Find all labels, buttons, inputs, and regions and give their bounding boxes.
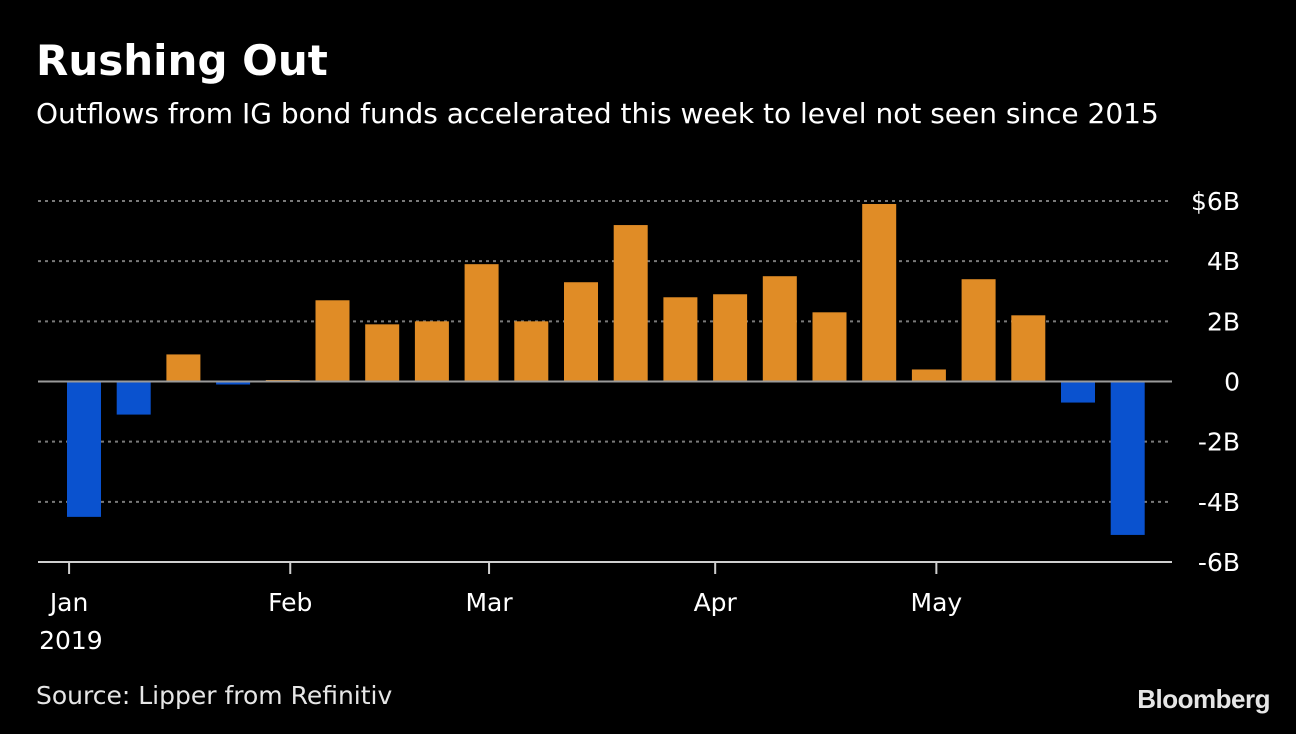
bar-inflow: [911, 369, 946, 382]
y-tick-label: $6B: [1191, 187, 1240, 216]
bar-outflow: [67, 381, 101, 517]
bar-inflow: [514, 321, 549, 382]
bar-inflow: [613, 225, 648, 382]
bar-inflow: [1011, 315, 1046, 382]
bar-inflow: [862, 204, 897, 382]
source-note: Source: Lipper from Refinitiv: [36, 681, 393, 710]
bar-inflow: [762, 276, 797, 382]
axis-labels: $6B 4B 2B 0 -2B -4B -6B Jan Feb Mar Apr May 2019: [39, 187, 1240, 655]
x-tick-label: May: [911, 588, 963, 617]
x-year-label: 2019: [39, 626, 103, 655]
bar-inflow: [464, 264, 499, 382]
bar-outflow: [216, 381, 251, 385]
bar-inflow: [812, 312, 847, 382]
chart-subtitle: Outflows from IG bond funds accelerated …: [36, 97, 1159, 130]
gridlines: [38, 200, 1172, 503]
bar-inflow: [564, 282, 598, 382]
x-tick-label: Apr: [694, 588, 738, 617]
bar-outflow: [1110, 381, 1145, 535]
y-tick-label: 4B: [1207, 247, 1240, 276]
bar-inflow: [365, 324, 400, 382]
y-tick-label: 2B: [1207, 307, 1240, 336]
chart-title: Rushing Out: [36, 36, 328, 85]
y-tick-label: 0: [1224, 368, 1240, 397]
x-tick-label: Feb: [268, 588, 312, 617]
bar-chart: $6B 4B 2B 0 -2B -4B -6B Jan Feb Mar Apr May 2019: [38, 187, 1240, 655]
y-tick-label: -4B: [1198, 488, 1240, 517]
y-tick-label: -2B: [1198, 428, 1240, 457]
y-tick-label: -6B: [1198, 548, 1240, 577]
bar-outflow: [1061, 381, 1095, 403]
bloomberg-logo: Bloomberg: [1137, 684, 1270, 714]
bar-inflow: [315, 300, 350, 382]
bar-outflow: [116, 381, 151, 415]
bar-inflow: [663, 297, 698, 382]
bar-inflow: [713, 294, 748, 382]
bar-inflow: [414, 321, 449, 382]
bar-inflow: [166, 354, 201, 382]
x-axis: [38, 561, 1172, 574]
x-tick-label: Jan: [48, 588, 89, 617]
bar-inflow: [961, 279, 996, 382]
x-tick-label: Mar: [465, 588, 513, 617]
bars: [67, 204, 1145, 535]
